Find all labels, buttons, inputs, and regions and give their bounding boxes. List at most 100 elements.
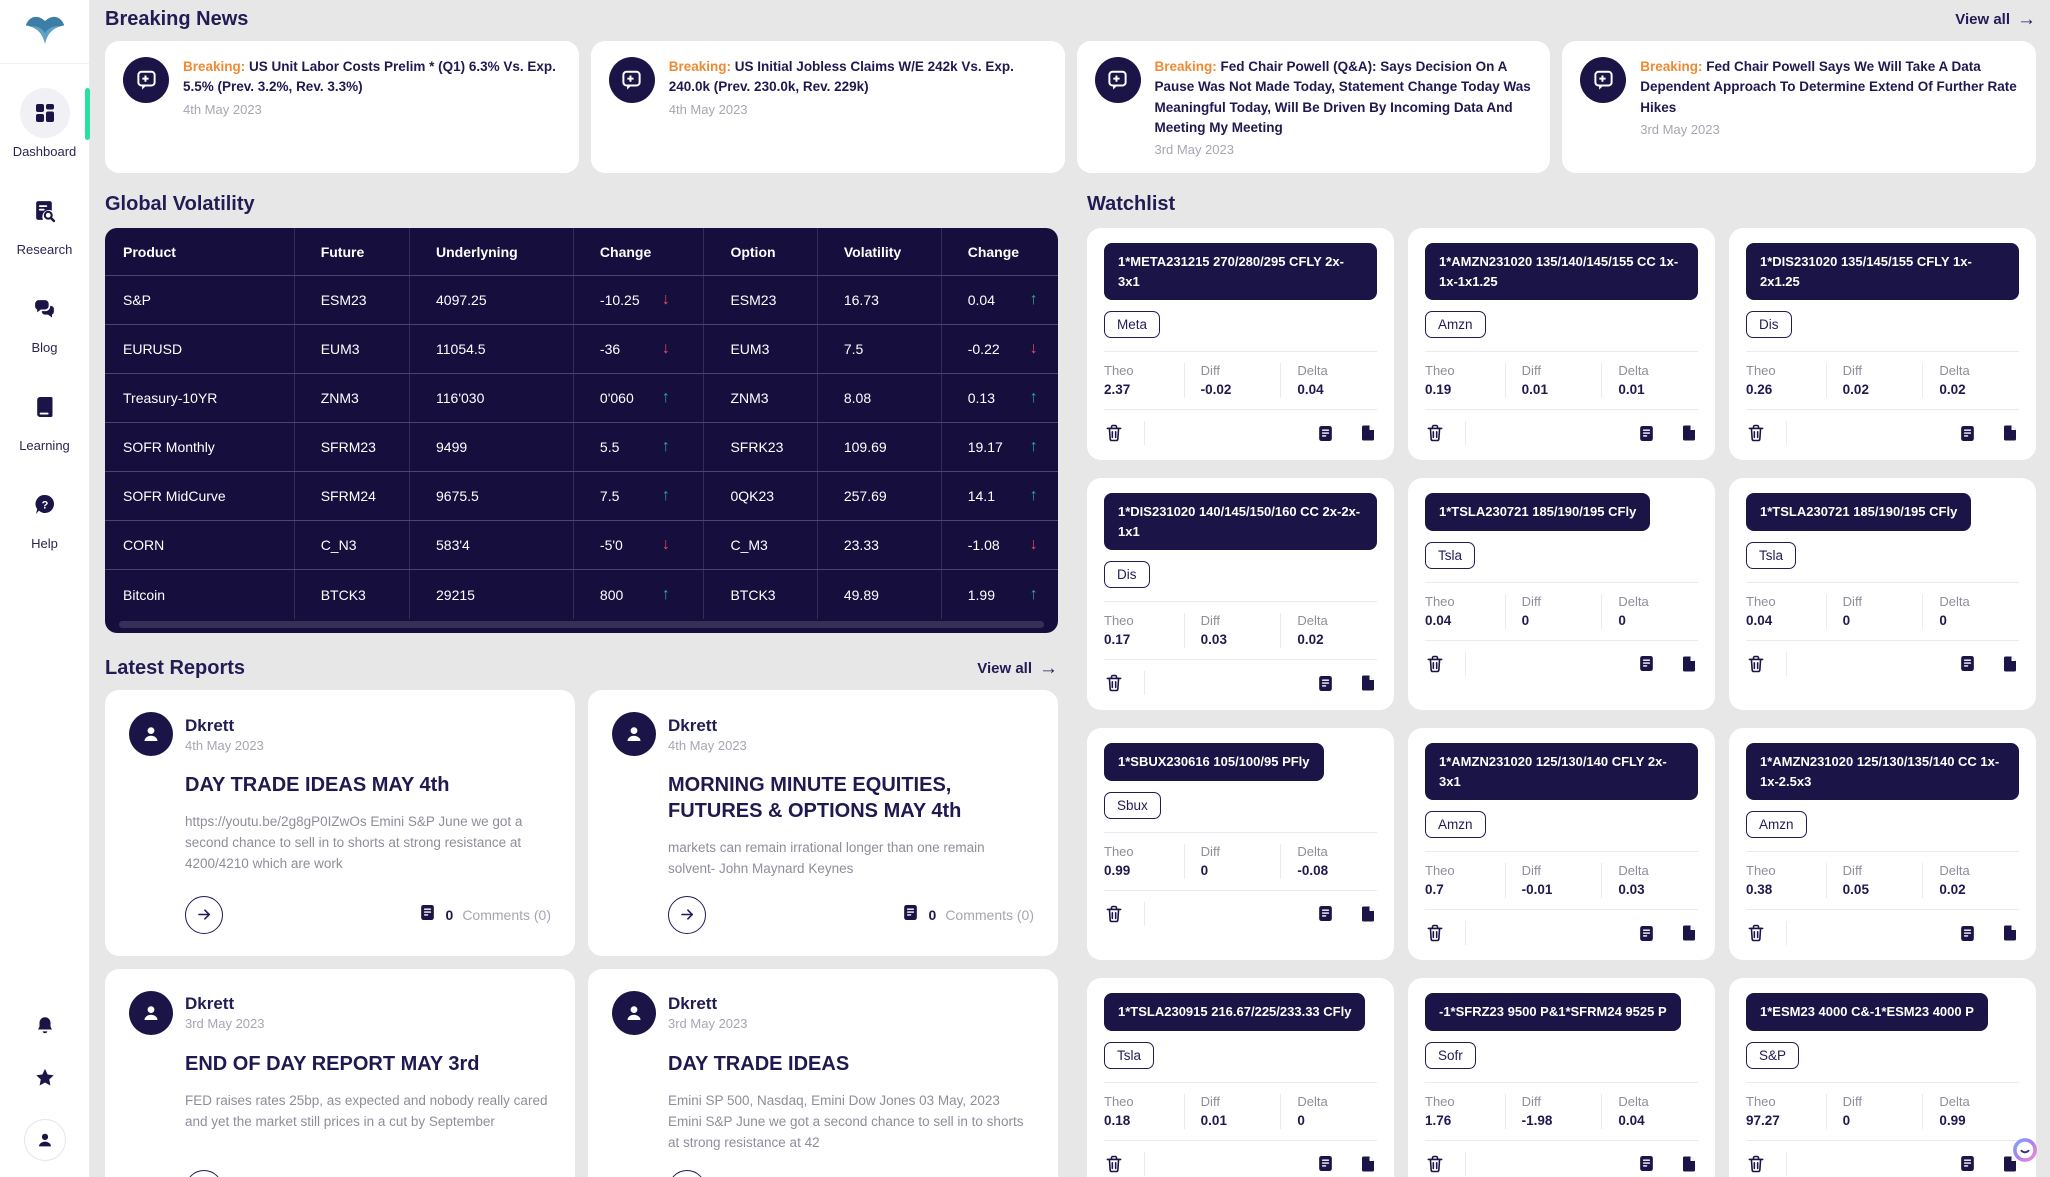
delete-trash-icon[interactable] [1425, 654, 1445, 674]
table-row: SOFR MidCurve SFRM24 9675.5 7.5 0QK23 25… [105, 472, 1058, 521]
open-report-arrow-button[interactable] [185, 1169, 223, 1177]
actions-divider [1144, 671, 1145, 695]
delete-trash-icon[interactable] [1104, 1154, 1124, 1174]
notes-document-icon[interactable] [1316, 904, 1335, 923]
notes-document-icon[interactable] [1958, 924, 1977, 943]
notes-document-icon[interactable] [1316, 674, 1335, 693]
breaking-news-view-all-link[interactable]: View all [1955, 10, 2036, 29]
comments-doc-icon [418, 903, 437, 927]
file-page-icon[interactable] [1680, 424, 1698, 442]
author-meta: Dkrett 4th May 2023 [668, 716, 747, 753]
theo-stat: Theo 0.38 [1746, 863, 1826, 898]
breaking-news-card[interactable]: Breaking: US Initial Jobless Claims W/E … [590, 41, 1065, 173]
sidebar-item-dashboard[interactable]: Dashboard [0, 88, 90, 159]
file-page-icon[interactable] [2001, 924, 2019, 942]
delta-label: Delta [1939, 863, 1970, 878]
notes-document-icon[interactable] [1958, 424, 1977, 443]
table-horizontal-scrollbar[interactable] [119, 621, 1044, 628]
notes-document-icon[interactable] [1958, 654, 1977, 673]
notes-document-icon[interactable] [1316, 1154, 1335, 1173]
report-excerpt: Emini SP 500, Nasdaq, Emini Dow Jones 03… [668, 1092, 1024, 1150]
theo-label: Theo [1104, 613, 1134, 628]
table-row: EURUSD EUM3 11054.5 -36 EUM3 7.5 -0.22 [105, 325, 1058, 374]
notes-document-icon[interactable] [1637, 654, 1656, 673]
open-report-arrow-button[interactable] [668, 895, 706, 934]
delete-trash-icon[interactable] [1746, 423, 1766, 443]
notes-document-icon[interactable] [1316, 424, 1335, 443]
sidebar: Dashboard Research Blog [0, 0, 90, 1177]
app-logo[interactable] [0, 0, 89, 64]
delete-trash-icon[interactable] [1425, 1154, 1445, 1174]
reports-list: Dkrett 4th May 2023 DAY TRADE IDEAS MAY … [105, 690, 1058, 1177]
author-name: Dkrett [185, 994, 235, 1014]
sidebar-item-learning[interactable]: Learning [0, 382, 89, 453]
theo-value: 0.26 [1746, 382, 1773, 397]
file-page-icon[interactable] [1680, 1155, 1698, 1173]
cell-future-change: -5'0 [572, 521, 704, 569]
watchlist-card: 1*DIS231020 140/145/150/160 CC 2x-2x-1x1… [1087, 478, 1394, 710]
theo-value: 0.17 [1104, 632, 1131, 647]
watchlist-card: 1*TSLA230915 216.67/225/233.33 CFly Tsla… [1087, 978, 1394, 1177]
file-page-icon[interactable] [1359, 905, 1377, 923]
theo-value: 0.38 [1746, 882, 1773, 897]
reports-view-all-link[interactable]: View all [977, 659, 1058, 678]
delete-trash-icon[interactable] [1746, 923, 1766, 943]
card-actions [1425, 1139, 1698, 1176]
column-header: Underlyning [409, 228, 573, 275]
favorites-star-icon[interactable] [34, 1067, 56, 1089]
dashboard-grid-icon [19, 88, 70, 138]
diff-label: Diff [1842, 593, 1862, 609]
file-page-icon[interactable] [1680, 924, 1698, 942]
column-header: Volatility [816, 228, 941, 275]
main-content: Breaking News View all Breaking: US Unit… [90, 0, 2050, 1177]
delete-trash-icon[interactable] [1104, 673, 1124, 693]
sidebar-nav: Dashboard Research Blog [0, 88, 90, 551]
cell-underlying: 583'4 [409, 521, 573, 569]
open-report-arrow-button[interactable] [668, 1169, 706, 1177]
underlying-tag: Dis [1746, 311, 1792, 338]
notes-document-icon[interactable] [1637, 1154, 1656, 1173]
file-page-icon[interactable] [2001, 655, 2019, 673]
notes-document-icon[interactable] [1958, 1154, 1977, 1173]
sidebar-item-research[interactable]: Research [0, 186, 89, 257]
open-report-arrow-button[interactable] [185, 895, 223, 934]
breaking-news-card[interactable]: Breaking: Fed Chair Powell Says We Will … [1562, 41, 2036, 173]
breaking-news-card[interactable]: Breaking: US Unit Labor Costs Prelim * (… [105, 41, 579, 173]
sidebar-item-blog[interactable]: Blog [0, 284, 89, 355]
comments-count: 0 [445, 906, 454, 923]
notes-document-icon[interactable] [1637, 924, 1656, 943]
cell-volatility: 16.73 [816, 276, 941, 324]
diff-stat: Diff -1.98 [1504, 1093, 1602, 1129]
change-value: -36 [599, 341, 621, 357]
help-question-icon: ? [20, 480, 70, 530]
sidebar-item-help[interactable]: ? Help [0, 480, 89, 551]
watchlist-card: 1*AMZN231020 135/140/145/155 CC 1x-1x-1x… [1408, 228, 1715, 460]
actions-divider [1465, 1151, 1466, 1176]
theo-stat: Theo 2.37 [1104, 363, 1184, 398]
delete-trash-icon[interactable] [1425, 923, 1445, 943]
cell-volatility-change: -0.22 [940, 325, 1058, 373]
delete-trash-icon[interactable] [1104, 423, 1124, 443]
delete-trash-icon[interactable] [1425, 423, 1445, 443]
file-page-icon[interactable] [2001, 424, 2019, 442]
notifications-bell-icon[interactable] [34, 1015, 56, 1037]
delete-trash-icon[interactable] [1104, 904, 1124, 924]
diff-value: 0.01 [1521, 382, 1548, 397]
news-card-body: Breaking: Fed Chair Powell Says We Will … [1640, 57, 2018, 157]
user-avatar[interactable] [23, 1119, 66, 1161]
delete-trash-icon[interactable] [1746, 1154, 1766, 1174]
breaking-news-card[interactable]: Breaking: Fed Chair Powell (Q&A): Says D… [1076, 41, 1551, 173]
diff-value: -0.01 [1521, 882, 1553, 897]
delete-trash-icon[interactable] [1746, 654, 1766, 674]
notes-document-icon[interactable] [1637, 424, 1656, 443]
author-meta: Dkrett 3rd May 2023 [668, 994, 748, 1031]
file-page-icon[interactable] [1680, 655, 1698, 673]
file-page-icon[interactable] [1359, 1155, 1377, 1173]
file-page-icon[interactable] [2001, 1155, 2019, 1173]
file-page-icon[interactable] [1359, 674, 1377, 692]
theo-label: Theo [1104, 843, 1134, 859]
file-page-icon[interactable] [1359, 424, 1377, 442]
chat-widget-button[interactable] [2012, 1137, 2038, 1163]
cell-product: CORN [123, 537, 165, 553]
instrument-badge: 1*TSLA230721 185/190/195 CFly [1425, 493, 1651, 531]
